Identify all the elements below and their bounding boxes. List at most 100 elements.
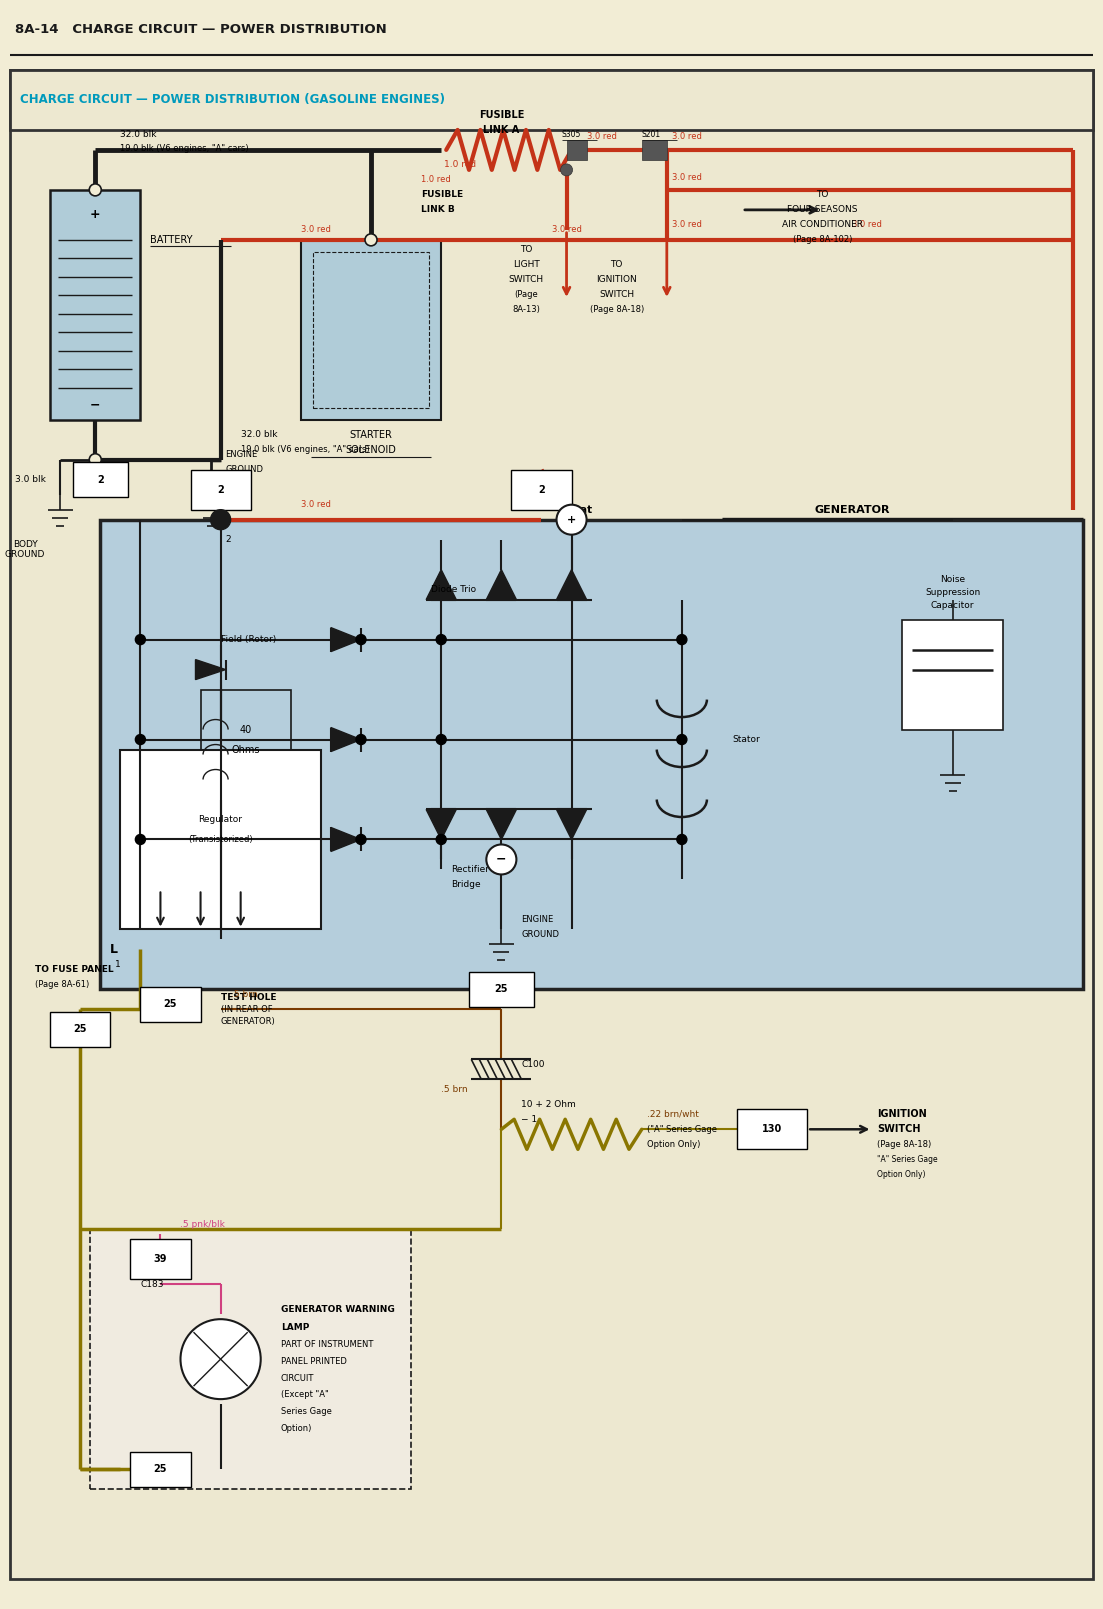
Text: − 1: − 1 xyxy=(522,1115,537,1123)
Text: S305: S305 xyxy=(561,130,581,140)
Circle shape xyxy=(436,634,447,645)
Text: 25: 25 xyxy=(153,1464,168,1474)
Text: 19.0 blk (V6 engines, "A" cars): 19.0 blk (V6 engines, "A" cars) xyxy=(120,145,249,153)
Text: TO: TO xyxy=(521,245,533,254)
Bar xyxy=(512,470,571,510)
Text: Field (Rotor): Field (Rotor) xyxy=(221,636,276,644)
Text: 3.0 red: 3.0 red xyxy=(853,220,882,230)
Text: Bat: Bat xyxy=(571,505,591,515)
Polygon shape xyxy=(486,570,516,600)
Text: 25: 25 xyxy=(494,985,508,994)
Text: GENERATOR): GENERATOR) xyxy=(221,1017,276,1027)
Text: "A" Series Gage: "A" Series Gage xyxy=(877,1155,938,1163)
Circle shape xyxy=(677,735,687,745)
Text: FOUR SEASONS: FOUR SEASONS xyxy=(786,206,857,214)
Circle shape xyxy=(557,505,587,534)
Text: LIGHT: LIGHT xyxy=(513,261,539,269)
Polygon shape xyxy=(195,660,226,679)
Text: Option Only): Option Only) xyxy=(877,1170,925,1179)
Text: SWITCH: SWITCH xyxy=(877,1125,921,1134)
Bar xyxy=(140,986,201,1022)
Text: 3.0 red: 3.0 red xyxy=(301,225,331,235)
Text: 1: 1 xyxy=(116,961,121,969)
Text: Series Gage: Series Gage xyxy=(281,1406,332,1416)
Text: (Page 8A-102): (Page 8A-102) xyxy=(793,235,852,245)
Bar xyxy=(90,1229,411,1488)
Text: SWITCH: SWITCH xyxy=(599,290,634,299)
Text: (IN REAR OF: (IN REAR OF xyxy=(221,1006,272,1014)
Text: TO: TO xyxy=(816,190,828,200)
Circle shape xyxy=(181,1319,260,1400)
Text: Bridge: Bridge xyxy=(451,880,481,888)
Text: 32.0 blk: 32.0 blk xyxy=(240,430,277,439)
Text: ENGINE: ENGINE xyxy=(522,916,554,924)
Circle shape xyxy=(89,183,101,196)
Text: 3.0 red: 3.0 red xyxy=(301,500,331,508)
Text: 19.0 blk (V6 engines, "A" cars): 19.0 blk (V6 engines, "A" cars) xyxy=(240,446,370,454)
Polygon shape xyxy=(331,727,361,751)
Bar xyxy=(100,520,1083,990)
Polygon shape xyxy=(557,809,587,840)
Text: 10 + 2 Ohm: 10 + 2 Ohm xyxy=(522,1101,576,1109)
Text: LINK A: LINK A xyxy=(483,126,520,135)
Text: 3.0 red: 3.0 red xyxy=(672,174,702,182)
Text: (Page 8A-61): (Page 8A-61) xyxy=(35,980,89,990)
Text: 40: 40 xyxy=(239,724,251,735)
Circle shape xyxy=(356,835,366,845)
Text: SOLENOID: SOLENOID xyxy=(345,444,396,455)
Circle shape xyxy=(677,835,687,845)
Circle shape xyxy=(136,735,146,745)
Text: 2: 2 xyxy=(538,484,545,494)
Text: 8A-13): 8A-13) xyxy=(513,306,540,314)
Text: 3.0 red: 3.0 red xyxy=(672,132,702,142)
Text: V: V xyxy=(216,505,225,515)
Text: 3.0 red: 3.0 red xyxy=(672,220,702,230)
Text: IGNITION: IGNITION xyxy=(877,1109,928,1120)
Text: Noise: Noise xyxy=(940,574,965,584)
Bar xyxy=(10,69,1093,130)
Circle shape xyxy=(356,634,366,645)
Text: Ohms: Ohms xyxy=(232,745,260,755)
Circle shape xyxy=(486,845,516,874)
Text: IGNITION: IGNITION xyxy=(597,275,638,285)
Text: LINK B: LINK B xyxy=(421,206,454,214)
Polygon shape xyxy=(557,570,587,600)
Bar xyxy=(567,140,587,159)
Text: .5 brn: .5 brn xyxy=(441,1084,468,1094)
Text: Diode Trio: Diode Trio xyxy=(431,586,476,594)
Text: 3.0 blk: 3.0 blk xyxy=(15,475,46,484)
Bar xyxy=(50,190,140,420)
Bar xyxy=(130,1451,191,1487)
Text: GENERATOR: GENERATOR xyxy=(815,505,890,515)
Text: 3.0 red: 3.0 red xyxy=(552,225,581,235)
Text: C183: C183 xyxy=(140,1279,164,1289)
Text: PANEL PRINTED: PANEL PRINTED xyxy=(281,1356,346,1366)
Text: −: − xyxy=(90,399,100,412)
Text: S201: S201 xyxy=(642,130,661,140)
Text: ENGINE: ENGINE xyxy=(226,451,258,459)
Text: AIR CONDITIONER: AIR CONDITIONER xyxy=(782,220,863,230)
Text: 2: 2 xyxy=(97,475,104,484)
Text: (Page 8A-18): (Page 8A-18) xyxy=(877,1139,932,1149)
Text: C100: C100 xyxy=(522,1060,545,1068)
Text: CHARGE CIRCUIT — POWER DISTRIBUTION (GASOLINE ENGINES): CHARGE CIRCUIT — POWER DISTRIBUTION (GAS… xyxy=(20,93,445,106)
Text: +: + xyxy=(567,515,576,525)
Text: FUSIBLE: FUSIBLE xyxy=(421,190,463,200)
Text: SWITCH: SWITCH xyxy=(508,275,544,285)
Text: BATTERY: BATTERY xyxy=(150,235,193,245)
Circle shape xyxy=(89,454,101,465)
Circle shape xyxy=(356,735,366,745)
Polygon shape xyxy=(426,570,457,600)
Circle shape xyxy=(436,835,447,845)
Bar xyxy=(313,253,429,407)
Text: +: + xyxy=(90,209,100,222)
Bar xyxy=(902,619,1003,729)
Bar xyxy=(73,462,128,497)
Text: 2: 2 xyxy=(226,536,232,544)
Text: PART OF INSTRUMENT: PART OF INSTRUMENT xyxy=(281,1340,373,1348)
Text: Option Only): Option Only) xyxy=(646,1139,700,1149)
Text: .22 brn/wht: .22 brn/wht xyxy=(646,1110,698,1118)
Text: 32.0 blk: 32.0 blk xyxy=(120,130,157,140)
Circle shape xyxy=(136,634,146,645)
Bar xyxy=(130,1239,191,1279)
